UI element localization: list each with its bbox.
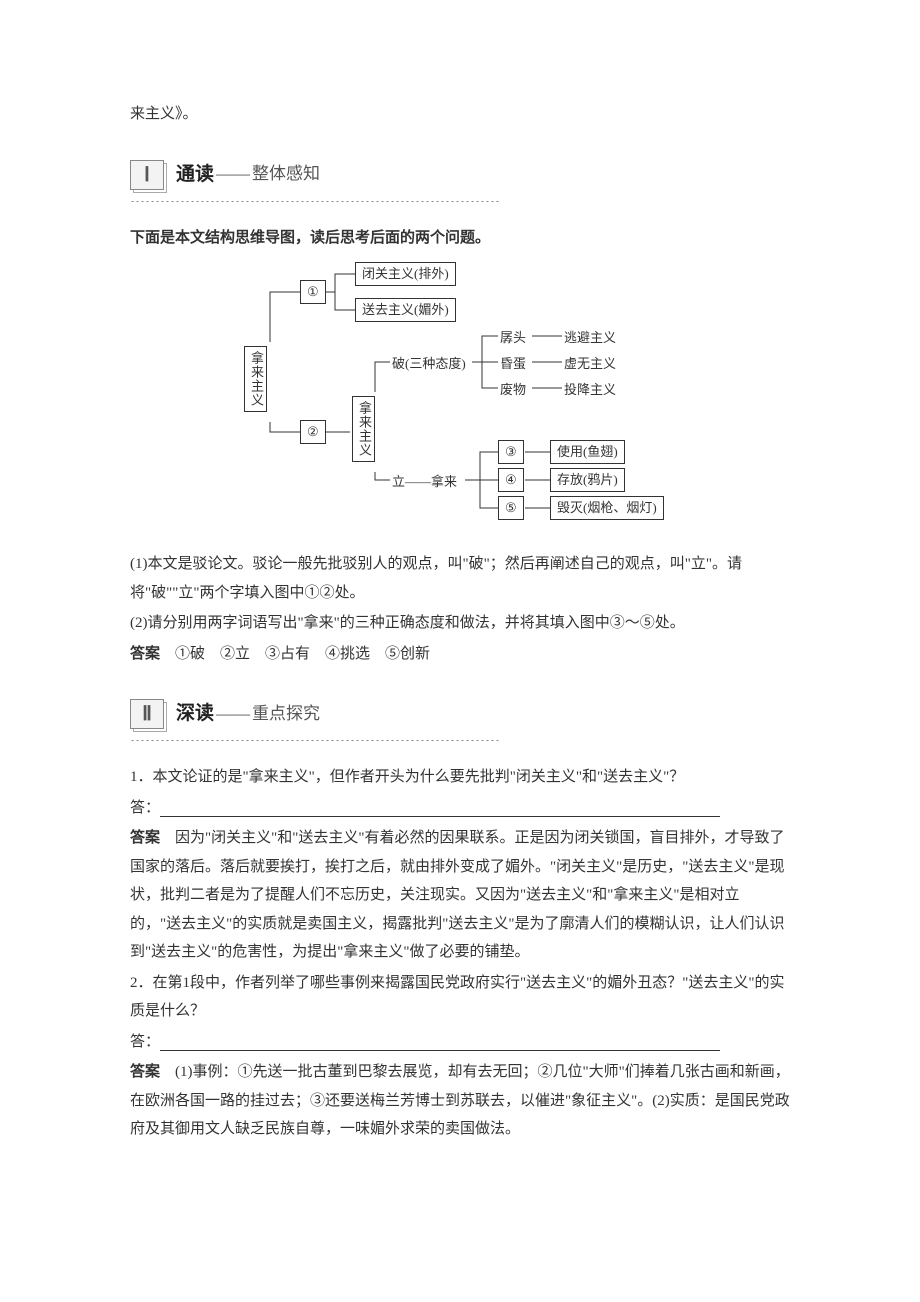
diagram-blank-1: ① <box>300 280 326 304</box>
section-2-dash: —— <box>216 698 250 730</box>
s1-answer: 答案 ①破 ②立 ③占有 ④挑选 ⑤创新 <box>130 640 790 669</box>
q1-a-prefix: 答： <box>130 800 160 816</box>
answer-label: 答案 <box>130 1063 160 1080</box>
section-1-badge-text: Ⅰ <box>144 156 150 194</box>
section-1-intro: 下面是本文结构思维导图，读后思考后面的两个问题。 <box>130 224 790 253</box>
section-2-title-bold: 深读 <box>176 696 214 732</box>
answer-label: 答案 <box>130 645 160 662</box>
diagram-att2b: 虚无主义 <box>564 352 616 377</box>
q1-answer-blank: 答： <box>130 794 790 823</box>
q2-answer: 答案 (1)事例：①先送一批古董到巴黎去展览，却有去无回；②几位"大师"们捧着几… <box>130 1058 790 1144</box>
q1-text: 1．本文论证的是"拿来主义"，但作者开头为什么要先批判"闭关主义"和"送去主义"… <box>130 763 790 792</box>
section-2-badge: Ⅱ <box>130 699 164 729</box>
diagram-att1a: 孱头 <box>500 326 526 351</box>
q1-blank-line <box>160 800 720 817</box>
section-1-underline <box>130 201 500 202</box>
prev-page-fragment: 来主义》。 <box>130 100 790 129</box>
diagram-store: 存放(鸦片) <box>550 468 625 492</box>
q2-answer-text: (1)事例：①先送一批古董到巴黎去展览，却有去无回；②几位"大师"们捧着几张古画… <box>130 1064 790 1137</box>
diagram-leaf-closed: 闭关主义(排外) <box>355 262 456 286</box>
s1-answer-text: ①破 ②立 ③占有 ④挑选 ⑤创新 <box>160 646 430 662</box>
diagram-li-label: 立——拿来 <box>392 470 457 495</box>
section-1-questions: (1)本文是驳论文。驳论一般先批驳别人的观点，叫"破"；然后再阐述自己的观点，叫… <box>130 550 790 668</box>
section-2-header: Ⅱ 深读 —— 重点探究 <box>130 696 790 732</box>
diagram-inner: 拿来主义 <box>352 396 375 462</box>
diagram-leaf-send: 送去主义(媚外) <box>355 298 456 322</box>
s1-q1: (1)本文是驳论文。驳论一般先批驳别人的观点，叫"破"；然后再阐述自己的观点，叫… <box>130 550 790 607</box>
diagram-att2a: 昏蛋 <box>500 352 526 377</box>
section-1-title-bold: 通读 <box>176 157 214 193</box>
diagram-att1b: 逃避主义 <box>564 326 616 351</box>
diagram-use: 使用(鱼翅) <box>550 440 625 464</box>
section-1-badge: Ⅰ <box>130 160 164 190</box>
q1-answer: 答案 因为"闭关主义"和"送去主义"有着必然的因果联系。正是因为闭关锁国，盲目排… <box>130 824 790 967</box>
diagram-destroy: 毁灭(烟枪、烟灯) <box>550 496 664 520</box>
diagram-att3a: 废物 <box>500 378 526 403</box>
q2-blank-line <box>160 1034 720 1051</box>
s1-q2: (2)请分别用两字词语写出"拿来"的三种正确态度和做法，并将其填入图中③～⑤处。 <box>130 609 790 638</box>
section-1-dash: —— <box>216 158 250 190</box>
diagram-root: 拿来主义 <box>244 346 267 412</box>
section-1-header: Ⅰ 通读 —— 整体感知 <box>130 157 790 193</box>
section-2-badge-text: Ⅱ <box>142 695 152 733</box>
diagram-blank-5: ⑤ <box>498 496 524 520</box>
section-2-underline <box>130 740 500 741</box>
section-1-title-light: 整体感知 <box>252 158 320 190</box>
diagram-att3b: 投降主义 <box>564 378 616 403</box>
question-2: 2．在第1段中，作者列举了哪些事例来揭露国民党政府实行"送去主义"的媚外丑态？"… <box>130 969 790 1144</box>
mindmap-diagram: 拿来主义 ① ② 闭关主义(排外) 送去主义(媚外) 拿来主义 破(三种态度) … <box>130 262 790 532</box>
q2-text: 2．在第1段中，作者列举了哪些事例来揭露国民党政府实行"送去主义"的媚外丑态？"… <box>130 969 790 1026</box>
q2-answer-blank: 答： <box>130 1028 790 1057</box>
diagram-po-label: 破(三种态度) <box>392 352 466 377</box>
q1-answer-text: 因为"闭关主义"和"送去主义"有着必然的因果联系。正是因为闭关锁国，盲目排外，才… <box>130 830 785 960</box>
q2-a-prefix: 答： <box>130 1034 160 1050</box>
diagram-blank-3: ③ <box>498 440 524 464</box>
question-1: 1．本文论证的是"拿来主义"，但作者开头为什么要先批判"闭关主义"和"送去主义"… <box>130 763 790 967</box>
answer-label: 答案 <box>130 829 160 846</box>
diagram-blank-2: ② <box>300 420 326 444</box>
diagram-blank-4: ④ <box>498 468 524 492</box>
section-2-title-light: 重点探究 <box>252 698 320 730</box>
